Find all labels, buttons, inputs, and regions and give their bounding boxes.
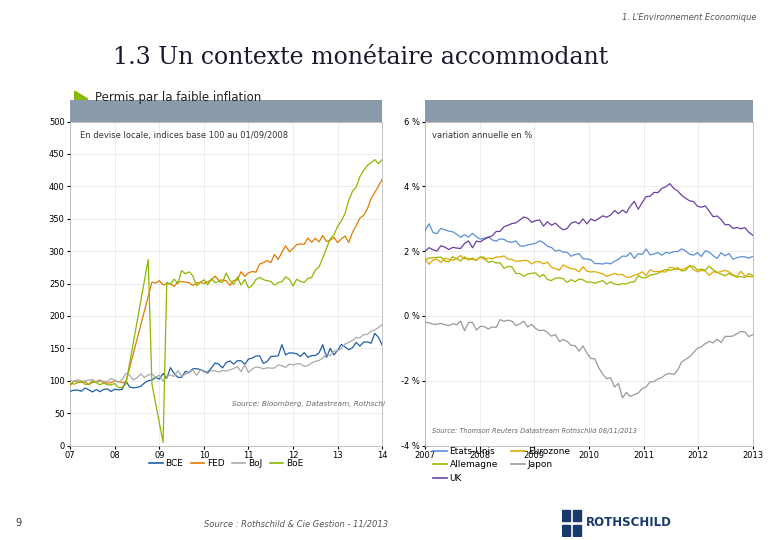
- Bar: [562, 510, 570, 521]
- Bar: [573, 524, 581, 536]
- Text: Source: Thomson Reuters Datastream Rothschild 08/11/2013: Source: Thomson Reuters Datastream Roths…: [431, 428, 636, 434]
- Text: 1.3 Un contexte monétaire accommodant: 1.3 Un contexte monétaire accommodant: [113, 46, 608, 69]
- Text: Prix à la consommation (hors alimentation & énergie): Prix à la consommation (hors alimentatio…: [429, 106, 725, 117]
- Text: 1. L’Environnement Economique: 1. L’Environnement Economique: [622, 14, 757, 23]
- FancyBboxPatch shape: [70, 100, 382, 122]
- Legend: Etats-Unis, Allemagne, UK, Eurozone, Japon: Etats-Unis, Allemagne, UK, Eurozone, Jap…: [430, 443, 573, 487]
- Text: 9: 9: [16, 518, 22, 528]
- Text: Bilan des Banques Centrales: Bilan des Banques Centrales: [74, 106, 232, 116]
- Bar: [573, 510, 581, 521]
- Text: Permis par la faible inflation: Permis par la faible inflation: [95, 91, 261, 104]
- Text: ROTHSCHILD: ROTHSCHILD: [586, 516, 672, 529]
- Bar: [562, 524, 570, 536]
- Text: Source: Bloomberg, Datastream, Rothschi: Source: Bloomberg, Datastream, Rothschi: [232, 401, 385, 407]
- Legend: BCE, FED, BoJ, BoE: BCE, FED, BoJ, BoE: [146, 456, 307, 472]
- Text: En devise locale, indices base 100 au 01/09/2008: En devise locale, indices base 100 au 01…: [80, 131, 288, 140]
- Text: Source : Rothschild & Cie Gestion - 11/2013: Source : Rothschild & Cie Gestion - 11/2…: [204, 519, 388, 528]
- FancyBboxPatch shape: [425, 100, 753, 122]
- Text: variation annuelle en %: variation annuelle en %: [431, 131, 532, 140]
- Polygon shape: [74, 91, 88, 108]
